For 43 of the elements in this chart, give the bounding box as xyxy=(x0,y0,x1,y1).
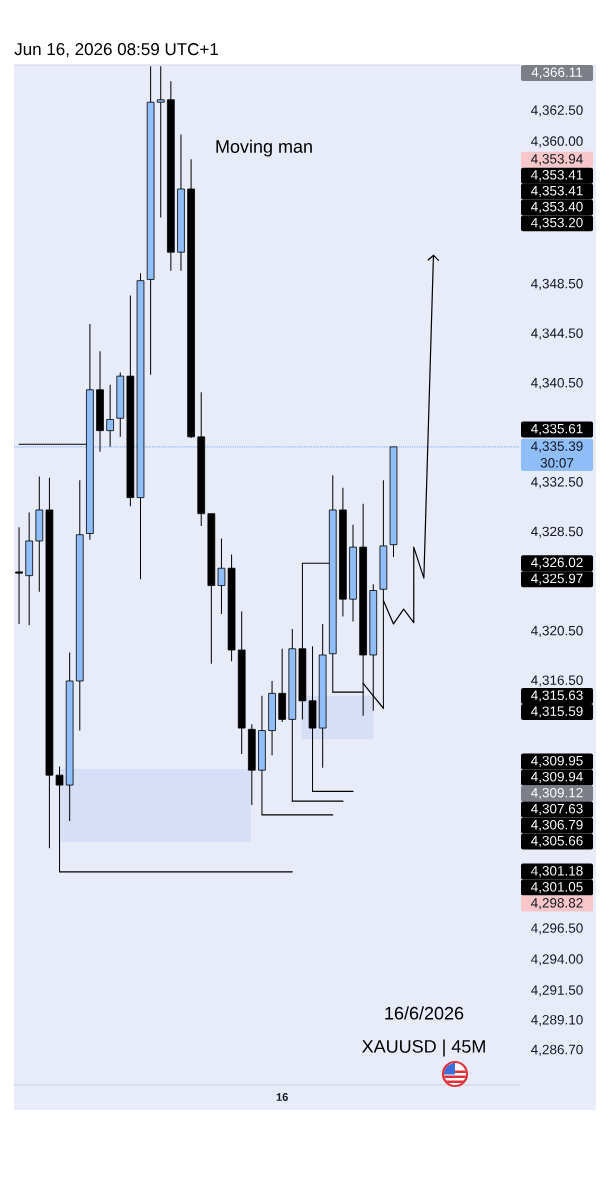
text: 4,307.63 xyxy=(531,803,583,816)
y-tick-label: 4,294.00 xyxy=(531,954,583,966)
y-tick-label: 4,332.50 xyxy=(531,477,583,489)
text: 4,326.02 xyxy=(531,557,583,569)
text: 4,353.94 xyxy=(531,154,583,166)
y-tick-label: 4,328.50 xyxy=(531,526,583,538)
chart-subtitle: Jun 16, 2026 08:59 UTC+1 xyxy=(14,43,218,58)
y-tick-label: 4,316.50 xyxy=(531,675,583,687)
text: 4,309.95 xyxy=(531,755,583,768)
candlestick xyxy=(15,526,23,625)
annotation: 16/6/2026 xyxy=(385,1006,464,1020)
y-tick-label: 4,360.00 xyxy=(531,136,583,148)
y-tick-label: 4,286.70 xyxy=(531,1044,583,1056)
ref-line-label: 4,335.39 xyxy=(531,441,583,453)
y-tick-label: 4,320.50 xyxy=(531,625,583,637)
y-tick-label: 4,340.50 xyxy=(531,377,583,390)
text: 4,315.59 xyxy=(531,706,583,718)
y-tick-label: 4,289.10 xyxy=(531,1014,583,1027)
text: 4,301.18 xyxy=(531,866,583,878)
text: 4,305.66 xyxy=(531,835,583,848)
text: 4,353.40 xyxy=(531,201,583,214)
text: 4,353.41 xyxy=(531,185,583,198)
candlestick xyxy=(156,65,165,218)
y-tick-label: 4,348.50 xyxy=(531,278,583,290)
annotation: XAUUSD | 45M xyxy=(362,1039,485,1057)
text: 4,353.20 xyxy=(531,217,583,229)
x-tick-label: 16 xyxy=(276,1093,288,1101)
annotation: Moving man xyxy=(216,139,312,157)
text: 4,306.79 xyxy=(531,819,583,832)
y-tick-label: 4,344.50 xyxy=(531,328,583,340)
text: 4,298.82 xyxy=(531,898,583,910)
text: 4,301.05 xyxy=(531,882,583,894)
text: 4,325.97 xyxy=(531,573,583,585)
text: 4,335.61 xyxy=(531,423,583,436)
y-tick-label: 4,291.50 xyxy=(531,985,583,997)
text: 4,309.12 xyxy=(531,787,583,800)
text: 4,315.63 xyxy=(531,690,583,702)
text: 4,309.94 xyxy=(531,771,583,784)
text: 4,366.11 xyxy=(531,67,583,79)
y-tick-label: 4,362.50 xyxy=(531,105,583,117)
text: 30:07 xyxy=(540,458,574,468)
text: 4,353.41 xyxy=(531,170,583,182)
y-tick-label: 4,296.50 xyxy=(531,923,583,935)
